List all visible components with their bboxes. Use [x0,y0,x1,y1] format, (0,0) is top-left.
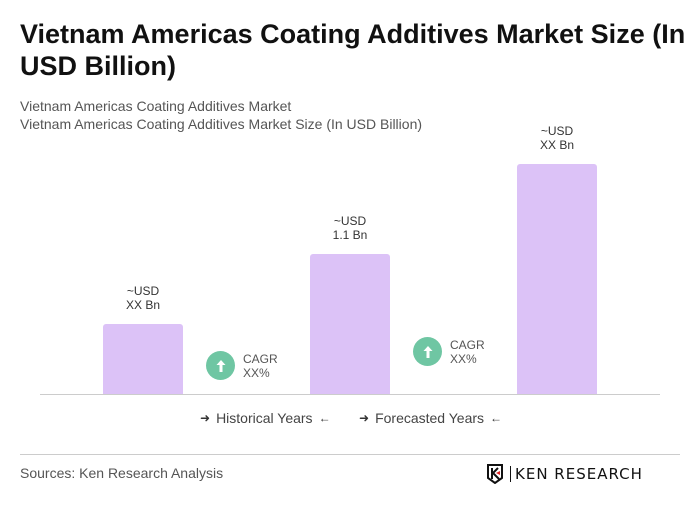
cagr-annotation-1: CAGR XX% [206,351,278,380]
cagr-label: CAGR [450,337,485,352]
ken-research-logo: KEN RESEARCH [486,464,643,484]
data-label-value: XX Bn [539,138,575,152]
page-title: Vietnam Americas Coating Additives Marke… [20,19,686,81]
cagr-value: XX% [450,351,477,366]
data-label-line: ~USD [333,214,367,228]
x-axis-line [40,394,660,395]
data-label-1: ~USD XX Bn [93,284,193,312]
arrow-right-icon: ➜ [359,411,370,425]
data-label-3: ~USD XX Bn [507,124,607,152]
arrow-left-icon: ← [318,411,331,425]
arrow-up-icon [206,351,235,380]
legend-label: Forecasted Years [375,410,485,426]
cagr-label: CAGR [243,351,278,366]
chart-subtitle: Vietnam Americas Coating Additives Marke… [20,98,292,114]
arrow-up-icon [413,337,442,366]
data-label-value: 1.1 Bn [332,228,368,242]
legend-forecasted: ➜ Forecasted Years ← [359,410,502,426]
cagr-annotation-2: CAGR XX% [413,337,485,366]
source-text: Sources: Ken Research Analysis [20,465,224,481]
bar-3 [517,164,597,394]
chart-subtitle-2: Vietnam Americas Coating Additives Marke… [20,116,423,132]
data-label-line: ~USD [126,284,160,298]
arrow-left-icon: ← [490,411,503,425]
data-label-line: ~USD [540,124,574,138]
bar-1 [103,324,183,394]
legend-historical: ➜ Historical Years ← [200,410,331,426]
arrow-right-icon: ➜ [200,411,211,425]
legend-label: Historical Years [216,410,313,426]
logo-text: KEN RESEARCH [515,465,643,483]
footer-divider [20,454,680,455]
data-label-value: XX Bn [125,298,161,312]
bar-2 [310,254,390,394]
cagr-value: XX% [243,365,270,380]
logo-mark-icon [487,464,503,484]
data-label-2: ~USD 1.1 Bn [300,214,400,242]
